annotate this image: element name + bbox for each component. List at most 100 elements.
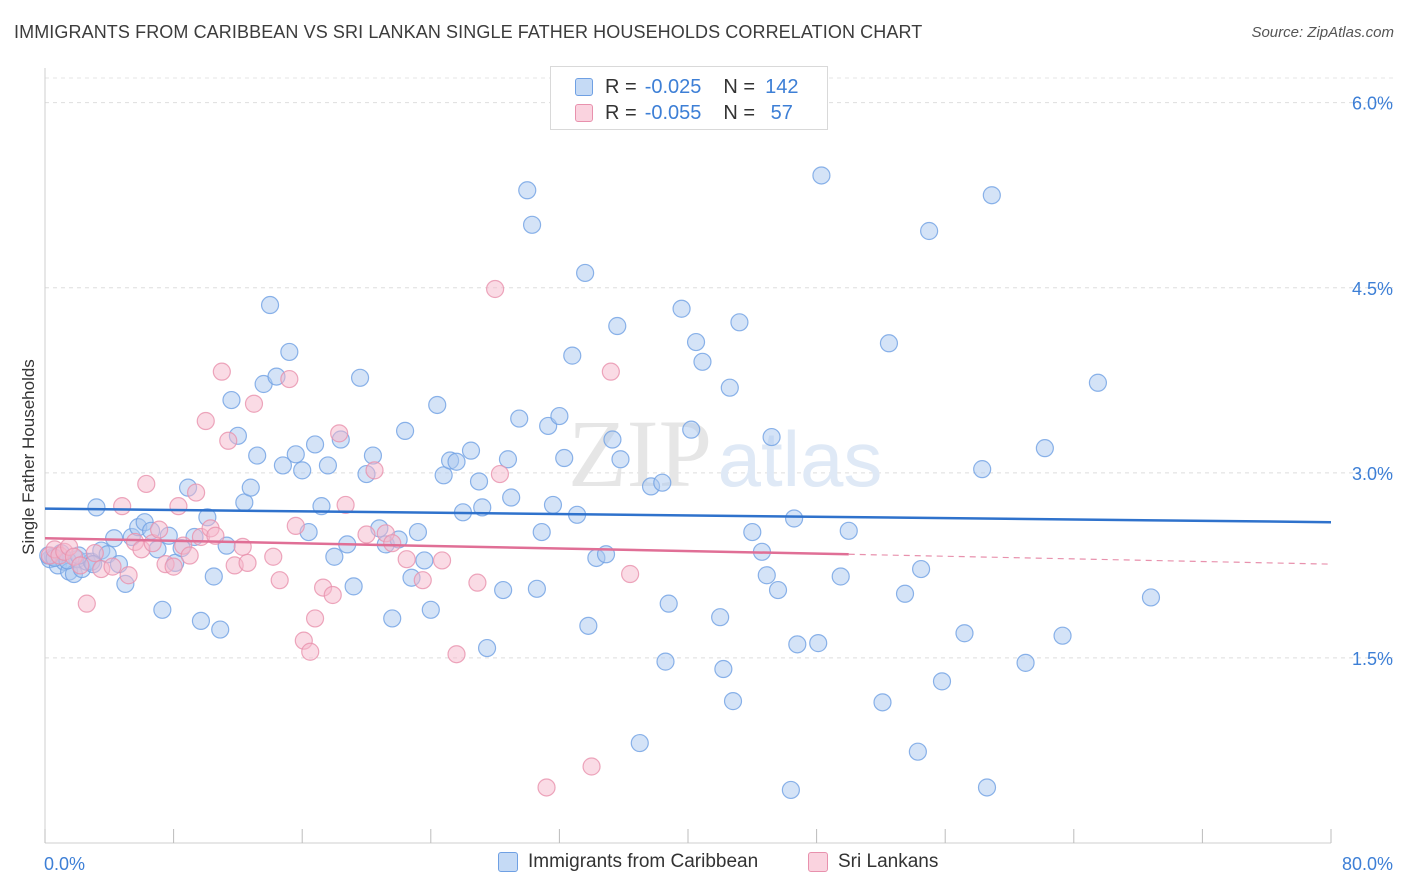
point-caribbean [693,352,712,371]
legend-r-label: R = [605,101,637,124]
point-srilankan [486,279,505,299]
point-srilankan [490,464,510,484]
legend-item-caribbean[interactable]: Immigrants from Caribbean [498,851,758,873]
legend-n-value: 57 [765,101,793,124]
point-caribbean [711,608,730,627]
point-caribbean [920,221,939,241]
point-caribbean [510,409,529,428]
y-tick-labels: 1.5% 3.0% 4.5% 6.0% [1352,94,1393,669]
point-srilankan [357,525,376,544]
point-srilankan [264,547,283,566]
point-srilankan [447,645,466,664]
point-caribbean [873,693,892,712]
legend-label-caribbean: Immigrants from Caribbean [528,851,759,872]
axes [44,68,1332,844]
trend-line-caribbean [44,507,1332,524]
point-caribbean [743,522,762,542]
point-caribbean [527,579,546,598]
point-srilankan [164,557,183,576]
trend-line-srilankan-extension [848,553,1332,565]
trend-lines [44,507,1332,565]
point-caribbean [550,406,569,426]
y-tick-label: 3.0% [1352,464,1393,484]
point-caribbean [714,659,733,679]
point-caribbean [1016,653,1035,672]
point-caribbean [720,378,739,397]
point-srilankan [397,550,416,569]
legend-swatch-caribbean [498,852,518,872]
correlation-legend: R = -0.025 N = 142 R = -0.055 N = 57 [550,66,828,130]
point-caribbean [576,263,595,283]
point-caribbean [87,498,106,517]
point-caribbean [656,652,675,671]
point-caribbean [428,395,447,415]
point-caribbean [781,780,800,800]
point-caribbean [831,567,850,586]
point-srilankan [212,362,231,381]
point-caribbean [211,620,230,639]
point-caribbean [502,488,521,507]
point-srilankan [137,474,156,494]
point-caribbean [477,638,497,658]
point-srilankan [621,564,640,584]
point-caribbean [555,448,574,468]
legend-item-srilankan[interactable]: Sri Lankans [808,851,938,873]
point-caribbean [473,498,492,517]
point-caribbean [383,609,402,628]
point-caribbean [241,478,260,497]
watermark-atlas: atlas [718,415,883,503]
chart-title: IMMIGRANTS FROM CARIBBEAN VS SRI LANKAN … [14,22,923,42]
point-caribbean [415,551,434,570]
point-caribbean [305,435,325,454]
legend-n-label: N = [723,101,756,124]
legend-row-srilankan: R = -0.055 N = 57 [575,100,793,126]
point-caribbean [447,452,466,471]
point-srilankan [432,551,452,570]
point-srilankan [77,594,96,613]
point-caribbean [603,430,622,449]
point-srilankan [468,573,487,592]
y-axis-label: Single Father Households [19,359,38,555]
point-caribbean [672,299,691,318]
point-caribbean [273,456,293,475]
point-caribbean [318,456,338,475]
point-caribbean [522,215,542,234]
point-caribbean [932,672,952,691]
point-caribbean [293,461,312,480]
point-srilankan [365,461,384,480]
point-caribbean [563,346,582,365]
point-srilankan [187,483,206,502]
point-caribbean [977,778,997,797]
point-caribbean [686,332,706,352]
point-srilankan [180,546,199,565]
point-caribbean [286,445,305,464]
point-srilankan [336,495,355,515]
point-caribbean [494,580,513,600]
legend-row-caribbean: R = -0.025 N = 142 [575,74,798,100]
source-label: Source: ZipAtlas.com [1251,24,1394,41]
point-caribbean [579,616,598,635]
point-caribbean [653,473,672,492]
point-srilankan [119,566,138,585]
point-caribbean [153,600,172,619]
point-caribbean [395,421,415,440]
point-caribbean [408,522,428,542]
point-srilankan [169,497,188,516]
point-srilankan [219,431,238,450]
point-srilankan [301,642,320,661]
point-caribbean [788,635,807,654]
point-caribbean [204,567,223,586]
point-caribbean [280,342,299,362]
point-caribbean [191,611,211,631]
legend-swatch-srilankan [575,104,593,122]
point-srilankan [383,534,402,553]
point-srilankan [196,411,215,431]
point-caribbean [1053,626,1072,645]
point-caribbean [222,390,241,410]
point-caribbean [809,634,828,653]
point-caribbean [498,450,518,469]
point-caribbean [518,181,537,200]
point-caribbean [895,584,915,603]
point-srilankan [413,571,432,590]
point-srilankan [582,757,601,776]
